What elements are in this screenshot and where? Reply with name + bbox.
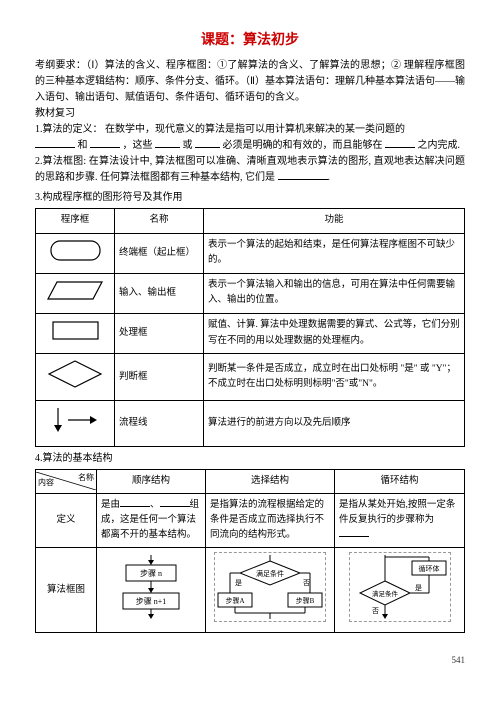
blank — [385, 147, 415, 148]
svg-text:满足条件: 满足条件 — [372, 589, 399, 598]
sel-diagram: 满足条件 是 否 步骤A 步骤B — [206, 548, 335, 633]
name-cell: 流程线 — [115, 401, 204, 446]
func-cell: 算法进行的前进方向以及先后顺序 — [204, 401, 465, 446]
heading-3: 3.构成程序框的图形符号及其作用 — [35, 190, 465, 206]
func-cell: 判断某一条件是否成立，成立时在出口处标明 "是" 或 "Y"；不成立时在出口处标… — [204, 354, 465, 401]
process-shape — [36, 313, 115, 353]
terminal-shape — [36, 233, 115, 273]
loop-diagram: 循环体 满足条件 是 否 — [335, 548, 465, 633]
blank — [35, 147, 75, 148]
def1-lead: 1.算法的定义： 在数学中，现代意义的算法是指可以用计算机来解决的某一类问题的 — [35, 124, 405, 135]
svg-text:满足条件: 满足条件 — [256, 569, 284, 578]
definition-1: 1.算法的定义： 在数学中，现代意义的算法是指可以用计算机来解决的某一类问题的 … — [35, 122, 465, 154]
diagram-row: 算法框图 步骤 n 步骤 n+1 满足条件 是 否 — [36, 548, 465, 633]
svg-text:步骤 n+1: 步骤 n+1 — [136, 597, 167, 606]
doc-title: 课题：算法初步 — [35, 30, 465, 52]
diag-header: 内容 名称 — [36, 469, 97, 493]
col-seq: 顺序结构 — [97, 469, 206, 493]
structures-table: 内容 名称 顺序结构 选择结构 循环结构 定义 是由、组 成，这是任何一个算法都… — [35, 469, 465, 634]
svg-text:步骤 n: 步骤 n — [140, 569, 162, 578]
def-loop: 是指从某处开始,按照一定条件反复执行的步骤称为 — [335, 493, 465, 548]
diag-left: 内容 — [38, 477, 54, 490]
blank — [278, 179, 328, 180]
svg-text:否: 否 — [303, 579, 310, 587]
func-cell: 表示一个算法的起始和结束，是任何算法程序框图不可缺少的。 — [204, 233, 465, 273]
table-row: 终端框（起止框） 表示一个算法的起始和结束，是任何算法程序框图不可缺少的。 — [36, 233, 465, 273]
diag-right: 名称 — [78, 472, 94, 485]
def2-text: 2.算法框图: 在算法设计中, 算法框图可以准确、清晰直观地表示算法的图形, 直… — [35, 156, 465, 183]
name-cell: 判断框 — [115, 354, 204, 401]
row-label: 定义 — [36, 493, 97, 548]
symbols-table: 程序框 名称 功能 终端框（起止框） 表示一个算法的起始和结束，是任何算法程序框… — [35, 208, 465, 446]
func-cell: 表示一个算法输入和输出的信息，可用在算法中任何需要输入、输出的位置。 — [204, 273, 465, 313]
name-cell: 输入、输出框 — [115, 273, 204, 313]
table-row: 输入、输出框 表示一个算法输入和输出的信息，可用在算法中任何需要输入、输出的位置… — [36, 273, 465, 313]
col-sel: 选择结构 — [206, 469, 335, 493]
svg-text:步骤A: 步骤A — [225, 596, 244, 605]
t: 或 — [183, 140, 193, 151]
review-heading: 教材复习 — [35, 106, 465, 122]
decision-shape — [36, 354, 115, 401]
func-cell: 赋值、计算. 算法中处理数据需要的算式、公式等，它们分别写在不同的用以处理数据的… — [204, 313, 465, 353]
table-row: 流程线 算法进行的前进方向以及先后顺序 — [36, 401, 465, 446]
seq-diagram: 步骤 n 步骤 n+1 — [97, 548, 206, 633]
t: ，这些 — [123, 140, 153, 151]
definition-2: 2.算法框图: 在算法设计中, 算法框图可以准确、清晰直观地表示算法的图形, 直… — [35, 154, 465, 186]
t: 之内完成. — [418, 140, 461, 151]
io-shape — [36, 273, 115, 313]
svg-text:是: 是 — [235, 579, 242, 587]
blank — [155, 147, 180, 148]
th-name: 名称 — [115, 209, 204, 233]
syllabus-req: 考纲要求：（Ⅰ）算法的含义、程序框图：①了解算法的含义、了解算法的思想；② 理解… — [35, 58, 465, 106]
flowline-shape — [36, 401, 115, 446]
th-func: 功能 — [204, 209, 465, 233]
blank — [90, 147, 120, 148]
def-seq: 是由、组 成，这是任何一个算法都离不开的基本结构。 — [97, 493, 206, 548]
t: 必须是明确的和有效的，而且能够在 — [223, 140, 383, 151]
col-loop: 循环结构 — [335, 469, 465, 493]
name-cell: 终端框（起止框） — [115, 233, 204, 273]
row-label: 算法框图 — [36, 548, 97, 633]
def-row: 定义 是由、组 成，这是任何一个算法都离不开的基本结构。 是指算法的流程根据给定… — [36, 493, 465, 548]
heading-4: 4.算法的基本结构 — [35, 451, 465, 467]
th-shape: 程序框 — [36, 209, 115, 233]
blank — [195, 147, 220, 148]
svg-text:步骤B: 步骤B — [296, 596, 315, 605]
def-sel: 是指算法的流程根据给定的条件是否成立而选择执行不同流向的结构形式。 — [206, 493, 335, 548]
name-cell: 处理框 — [115, 313, 204, 353]
svg-text:是: 是 — [415, 584, 422, 592]
t: 和 — [78, 140, 88, 151]
svg-text:否: 否 — [372, 607, 379, 615]
svg-text:循环体: 循环体 — [418, 564, 439, 573]
page-number: 541 — [35, 653, 465, 667]
table-row: 处理框 赋值、计算. 算法中处理数据需要的算式、公式等，它们分别写在不同的用以处… — [36, 313, 465, 353]
table-row: 判断框 判断某一条件是否成立，成立时在出口处标明 "是" 或 "Y"；不成立时在… — [36, 354, 465, 401]
